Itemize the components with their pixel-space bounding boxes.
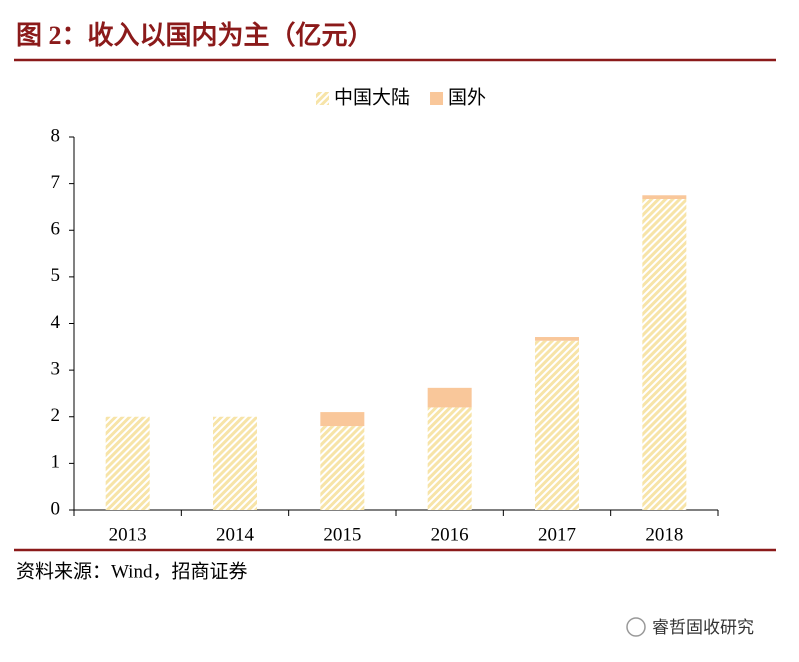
x-tick-label: 2013 <box>109 524 147 545</box>
x-tick-label: 2017 <box>538 524 576 545</box>
bar-segment <box>105 416 150 510</box>
bar-segment <box>642 195 687 200</box>
bar-segment <box>535 337 579 341</box>
x-tick-label: 2016 <box>431 524 469 545</box>
y-tick-label: 8 <box>51 125 61 146</box>
legend-label: 中国大陆 <box>334 86 410 108</box>
x-tick-label: 2014 <box>216 524 255 545</box>
bar-segment <box>320 412 365 427</box>
y-tick-label: 4 <box>51 312 61 333</box>
y-tick-label: 6 <box>51 219 61 240</box>
bar-segment <box>213 416 257 510</box>
chart-title: 图 2：收入以国内为主（亿元） <box>16 21 374 50</box>
x-tick-label: 2015 <box>323 524 361 545</box>
x-tick-label: 2018 <box>645 524 683 545</box>
y-tick-label: 2 <box>51 405 61 426</box>
source: 资料来源：Wind，招商证券 <box>16 560 247 582</box>
y-tick-label: 1 <box>51 452 61 473</box>
legend-swatch <box>316 92 329 105</box>
y-tick-label: 5 <box>51 265 61 286</box>
legend-label: 国外 <box>448 86 486 108</box>
bar-segment <box>320 426 365 510</box>
y-tick-label: 0 <box>51 498 61 519</box>
watermark-icon <box>626 617 646 637</box>
legend-swatch <box>430 92 444 105</box>
y-tick-label: 3 <box>51 358 61 379</box>
bar-segment <box>535 340 579 510</box>
bar-segment <box>642 199 687 511</box>
bar-segment <box>427 387 472 408</box>
bar-segment <box>427 407 472 510</box>
watermark: 睿哲固收研究 <box>652 618 754 638</box>
y-tick-label: 7 <box>51 172 61 193</box>
